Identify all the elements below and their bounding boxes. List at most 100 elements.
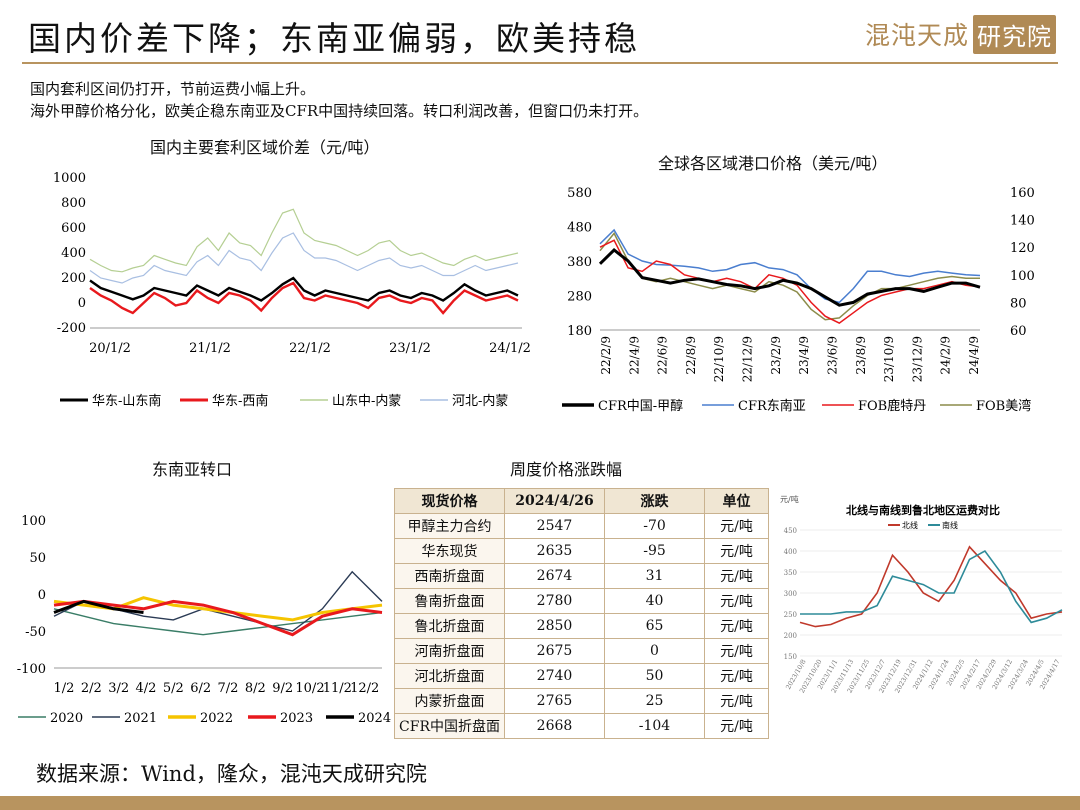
table-cell: 2668 bbox=[504, 713, 605, 739]
table-cell: 2547 bbox=[504, 513, 605, 539]
table-cell: 2675 bbox=[504, 638, 605, 664]
series-line-1 bbox=[599, 228, 981, 304]
y-tick-label: 1000 bbox=[53, 171, 86, 186]
x-tick-label: 24/4/9 bbox=[967, 336, 981, 375]
series-line-1 bbox=[800, 549, 1063, 624]
table-cell: 元/吨 bbox=[704, 588, 769, 614]
chart-freight-compare: 北线与南线到鲁北地区运费对比元/吨15020025030035040045020… bbox=[780, 494, 1063, 694]
legend-label: 北线 bbox=[902, 520, 918, 530]
legend-label: 河北-内蒙 bbox=[452, 393, 508, 409]
description-line-2: 海外甲醇价格分化，欧美企稳东南亚及CFR中国持续回落。转口利润改善，但窗口仍未打… bbox=[30, 102, 649, 120]
table-cell: -95 bbox=[604, 538, 705, 564]
x-tick-label: 24/1/2 bbox=[489, 341, 530, 356]
series-line-0 bbox=[799, 545, 1063, 628]
table-header-cell: 现货价格 bbox=[394, 488, 505, 514]
y-axis-unit: 元/吨 bbox=[780, 494, 799, 504]
chart-global-port: 180 280 380 480 580 60 80 100 120 140 160 22/2/9 22/… bbox=[562, 186, 1035, 414]
y-tick-label: 250 bbox=[784, 611, 797, 619]
y-tick-label: 150 bbox=[784, 653, 797, 661]
chart-title-global-port: 全球各区域港口价格（美元/吨） bbox=[658, 154, 888, 173]
x-tick-label: 10/2 bbox=[295, 681, 324, 696]
series-line-0 bbox=[598, 248, 981, 307]
table-cell: 2635 bbox=[504, 538, 605, 564]
table-cell: -104 bbox=[604, 713, 705, 739]
series-line-1 bbox=[89, 281, 519, 315]
table-cell: 2674 bbox=[504, 563, 605, 589]
y-tick-label: 480 bbox=[567, 221, 592, 236]
y-tick-label: 450 bbox=[784, 527, 797, 535]
table-cell: 元/吨 bbox=[704, 513, 769, 539]
table-cell: 西南折盘面 bbox=[394, 563, 505, 589]
x-tick-label: 24/2/9 bbox=[939, 336, 953, 375]
y-tick-label: 580 bbox=[567, 186, 592, 201]
y-tick-label: -100 bbox=[17, 662, 46, 677]
table-cell: 元/吨 bbox=[704, 638, 769, 664]
table-title: 周度价格涨跌幅 bbox=[510, 460, 623, 479]
y-tick-label: 400 bbox=[784, 548, 797, 556]
y2-tick-label: 160 bbox=[1010, 186, 1035, 201]
x-tick-label: 22/12/9 bbox=[741, 336, 755, 382]
table-cell: 河南折盘面 bbox=[394, 638, 505, 664]
y-tick-label: 600 bbox=[61, 221, 86, 236]
table-cell: 2740 bbox=[504, 663, 605, 689]
x-tick-label: 2/2 bbox=[81, 681, 102, 696]
y2-tick-label: 120 bbox=[1010, 241, 1035, 256]
legend-label: CFR东南亚 bbox=[738, 398, 806, 414]
y-tick-label: 0 bbox=[78, 296, 86, 311]
table-header-cell: 单位 bbox=[704, 488, 769, 514]
legend-label: FOB鹿特丹 bbox=[858, 398, 926, 414]
legend-label: 山东中-内蒙 bbox=[332, 393, 401, 409]
table-cell: 40 bbox=[604, 588, 705, 614]
series-line-2 bbox=[89, 208, 519, 273]
x-tick-label: 5/2 bbox=[163, 681, 184, 696]
description-line-1: 国内套利区间仍打开，节前运费小幅上升。 bbox=[30, 80, 316, 98]
y-tick-label: 400 bbox=[61, 246, 86, 261]
logo-text: 混沌天成 bbox=[864, 21, 969, 50]
table-cell: 元/吨 bbox=[704, 713, 769, 739]
y-tick-label: 200 bbox=[61, 271, 86, 286]
table-header-cell: 涨跌 bbox=[604, 488, 705, 514]
legend-label: 2021 bbox=[124, 711, 157, 726]
y-tick-label: 180 bbox=[567, 324, 592, 339]
y-tick-label: 800 bbox=[61, 196, 86, 211]
table-cell: 甲醇主力合约 bbox=[394, 513, 505, 539]
table-row: 鲁北折盘面 2850 65 元/吨 bbox=[394, 613, 769, 639]
table-row: 河南折盘面 2675 0 元/吨 bbox=[394, 638, 769, 664]
logo-box: 研究院 bbox=[973, 14, 1056, 54]
series-line-3 bbox=[53, 599, 383, 637]
footer-bar bbox=[0, 796, 1080, 810]
table-cell: 内蒙折盘面 bbox=[394, 688, 505, 714]
x-tick-label: 23/1/2 bbox=[389, 341, 431, 356]
legend-label: 2022 bbox=[200, 711, 233, 726]
y2-tick-label: 60 bbox=[1010, 324, 1027, 339]
table-cell: 31 bbox=[604, 563, 705, 589]
table-row: 鲁南折盘面 2780 40 元/吨 bbox=[394, 588, 769, 614]
title-divider bbox=[22, 62, 1058, 64]
table-row: 河北折盘面 2740 50 元/吨 bbox=[394, 663, 769, 689]
y-tick-label: 350 bbox=[784, 569, 797, 577]
table-cell: 河北折盘面 bbox=[394, 663, 505, 689]
legend-label: 2020 bbox=[50, 711, 83, 726]
page-title: 国内价差下降；东南亚偏弱，欧美持稳 bbox=[28, 19, 640, 58]
x-tick-label: 3/2 bbox=[108, 681, 129, 696]
table-cell: 元/吨 bbox=[704, 563, 769, 589]
legend-label: 2024 bbox=[358, 711, 391, 726]
y-tick-label: 380 bbox=[567, 255, 592, 270]
table-cell: CFR中国折盘面 bbox=[394, 713, 505, 739]
table-header-row: 现货价格 2024/4/26 涨跌 单位 bbox=[394, 488, 769, 514]
table-cell: 元/吨 bbox=[704, 538, 769, 564]
series-line-4 bbox=[53, 599, 144, 614]
x-tick-label: 23/2/9 bbox=[769, 336, 783, 375]
x-tick-label: 23/10/9 bbox=[882, 336, 896, 382]
table-cell: 元/吨 bbox=[704, 688, 769, 714]
y-tick-label: 100 bbox=[21, 514, 46, 529]
table-row: 西南折盘面 2674 31 元/吨 bbox=[394, 563, 769, 589]
x-tick-label: 12/2 bbox=[350, 681, 379, 696]
x-tick-label: 11/2 bbox=[323, 681, 352, 696]
y-tick-label: -50 bbox=[25, 625, 46, 640]
series-line-0 bbox=[53, 608, 383, 636]
legend-label: FOB美湾 bbox=[976, 398, 1031, 414]
x-tick-label: 23/4/9 bbox=[797, 336, 811, 375]
y-tick-label: 0 bbox=[38, 588, 46, 603]
chart-title-domestic-spread: 国内主要套利区域价差（元/吨） bbox=[150, 138, 380, 157]
